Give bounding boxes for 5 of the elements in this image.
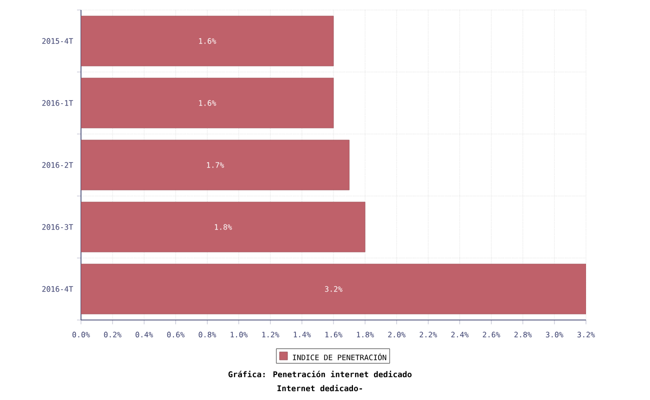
bar [81, 264, 586, 314]
bar [81, 140, 350, 190]
bar [81, 202, 366, 252]
bar [81, 16, 334, 66]
bar [81, 78, 334, 128]
